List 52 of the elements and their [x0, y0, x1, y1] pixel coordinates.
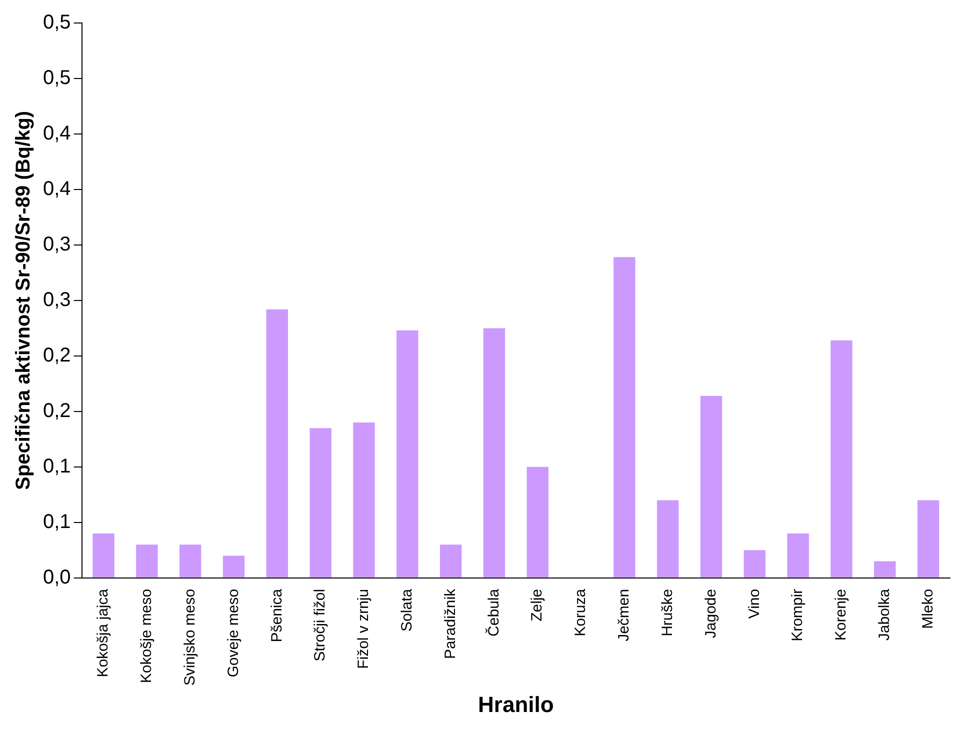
bar [310, 428, 332, 578]
x-tick-label: Vino [746, 588, 763, 619]
x-tick-label: Paradižnik [442, 588, 459, 659]
x-tick-label: Solata [398, 588, 416, 632]
x-tick-label: Čebula [484, 588, 502, 636]
y-tick-label: 0,0 [42, 566, 71, 588]
bar [266, 309, 288, 578]
bar [222, 556, 245, 578]
x-axis-title: Hranilo [478, 692, 554, 717]
bar [787, 534, 809, 578]
y-tick-label: 0,1 [42, 455, 71, 478]
y-tick-label: 0,4 [42, 178, 71, 200]
x-tick-label: Stročji fižol [312, 588, 329, 662]
bar [744, 550, 766, 578]
x-tick-label: Fižol v zrnju [355, 588, 372, 669]
x-tick-label: Kokošje meso [138, 588, 156, 684]
bar [874, 561, 896, 578]
bar [614, 257, 636, 578]
bar [700, 396, 722, 578]
x-tick-label: Krompir [789, 588, 806, 642]
x-tick-label: Ječmen [616, 588, 633, 642]
bar [353, 422, 375, 578]
bar [396, 330, 418, 578]
y-tick-label: 0,2 [42, 344, 71, 366]
x-tick-label: Korenje [832, 588, 850, 641]
x-tick-label: Jabolka [876, 588, 894, 641]
x-tick-label: Goveje meso [224, 588, 242, 678]
x-tick-label: Zelje [528, 588, 546, 622]
bar [483, 328, 506, 578]
y-tick-label: 0,1 [42, 510, 71, 533]
y-tick-label: 0,5 [42, 12, 71, 34]
bar [656, 500, 679, 578]
bar [92, 534, 114, 578]
x-tick-label: Kokošja jajca [94, 588, 112, 678]
y-tick-label: 0,3 [42, 233, 71, 256]
bar [440, 544, 462, 578]
bar [917, 500, 940, 578]
bar [526, 466, 548, 578]
x-tick-label: Jagode [702, 588, 720, 638]
x-tick-label: Hruške [658, 588, 676, 636]
y-axis-title: Specifična aktivnost Sr-90/Sr-89 (Bq/kg) [12, 110, 35, 490]
y-tick-label: 0,3 [42, 288, 71, 311]
x-tick-label: Svinjsko meso [181, 588, 198, 686]
bar [179, 544, 202, 578]
bar [830, 340, 852, 578]
x-tick-label: Mleko [919, 588, 936, 629]
bar [136, 544, 158, 578]
x-tick-label: Pšenica [268, 588, 286, 642]
x-tick-label: Koruza [572, 588, 590, 636]
y-tick-label: 0,2 [42, 400, 71, 422]
y-tick-label: 0,5 [42, 67, 71, 90]
y-tick-label: 0,4 [42, 122, 71, 144]
